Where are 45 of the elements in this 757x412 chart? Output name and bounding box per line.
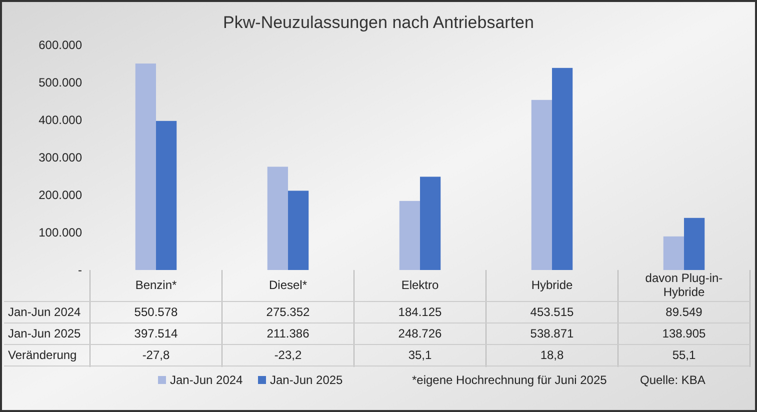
data-label: 275.352 — [266, 305, 310, 319]
y-tick-label: 100.000 — [38, 226, 82, 240]
bar — [420, 176, 441, 270]
x-tick-label: Benzin* — [135, 278, 178, 292]
bar — [663, 236, 684, 270]
x-tick-label: Hybride — [531, 278, 573, 292]
text: -27,8 — [142, 348, 170, 362]
text: *eigene Hochrechnung für Juni 2025 — [412, 373, 608, 387]
source-note: Quelle: KBA — [640, 373, 706, 387]
bar — [135, 64, 156, 270]
x-tick-label: Diesel* — [268, 278, 308, 292]
y-tick-label: 200.000 — [38, 188, 82, 202]
bar — [267, 166, 288, 270]
data-label: 248.726 — [398, 326, 442, 340]
chart-title: Pkw-Neuzulassungen nach Antriebsarten — [223, 13, 534, 32]
x-tick-label: davon Plug-in-Hybride — [645, 271, 723, 299]
data-label: 538.871 — [530, 326, 574, 340]
text: -23,2 — [274, 348, 302, 362]
bar — [684, 218, 705, 270]
text: Veränderung — [8, 348, 77, 362]
bar — [552, 68, 573, 270]
bar — [288, 190, 309, 270]
bar — [156, 120, 177, 270]
bar — [531, 100, 552, 270]
y-tick-label: 600.000 — [38, 38, 82, 52]
y-tick-label: 500.000 — [38, 76, 82, 90]
data-label: 211.386 — [266, 326, 310, 340]
data-label: 397.514 — [134, 326, 178, 340]
bar — [399, 200, 420, 270]
text: Jan-Jun 2025 — [8, 326, 81, 340]
text: 55,1 — [672, 348, 696, 362]
data-label: 453.515 — [530, 305, 574, 319]
data-label: 184.125 — [398, 305, 442, 319]
data-label: 89.549 — [666, 305, 703, 319]
data-label: 550.578 — [134, 305, 178, 319]
y-tick-label: 400.000 — [38, 113, 82, 127]
data-label: 138.905 — [662, 326, 706, 340]
text: Jan-Jun 2024 — [8, 305, 81, 319]
x-tick-label: Elektro — [401, 278, 439, 292]
text: 35,1 — [408, 348, 432, 362]
legend-label: Jan-Jun 2025 — [270, 373, 344, 387]
legend-label: Jan-Jun 2024 — [170, 373, 244, 387]
text: 18,8 — [540, 348, 564, 362]
y-tick-label: 300.000 — [38, 150, 82, 164]
y-tick-label: - — [78, 263, 82, 277]
